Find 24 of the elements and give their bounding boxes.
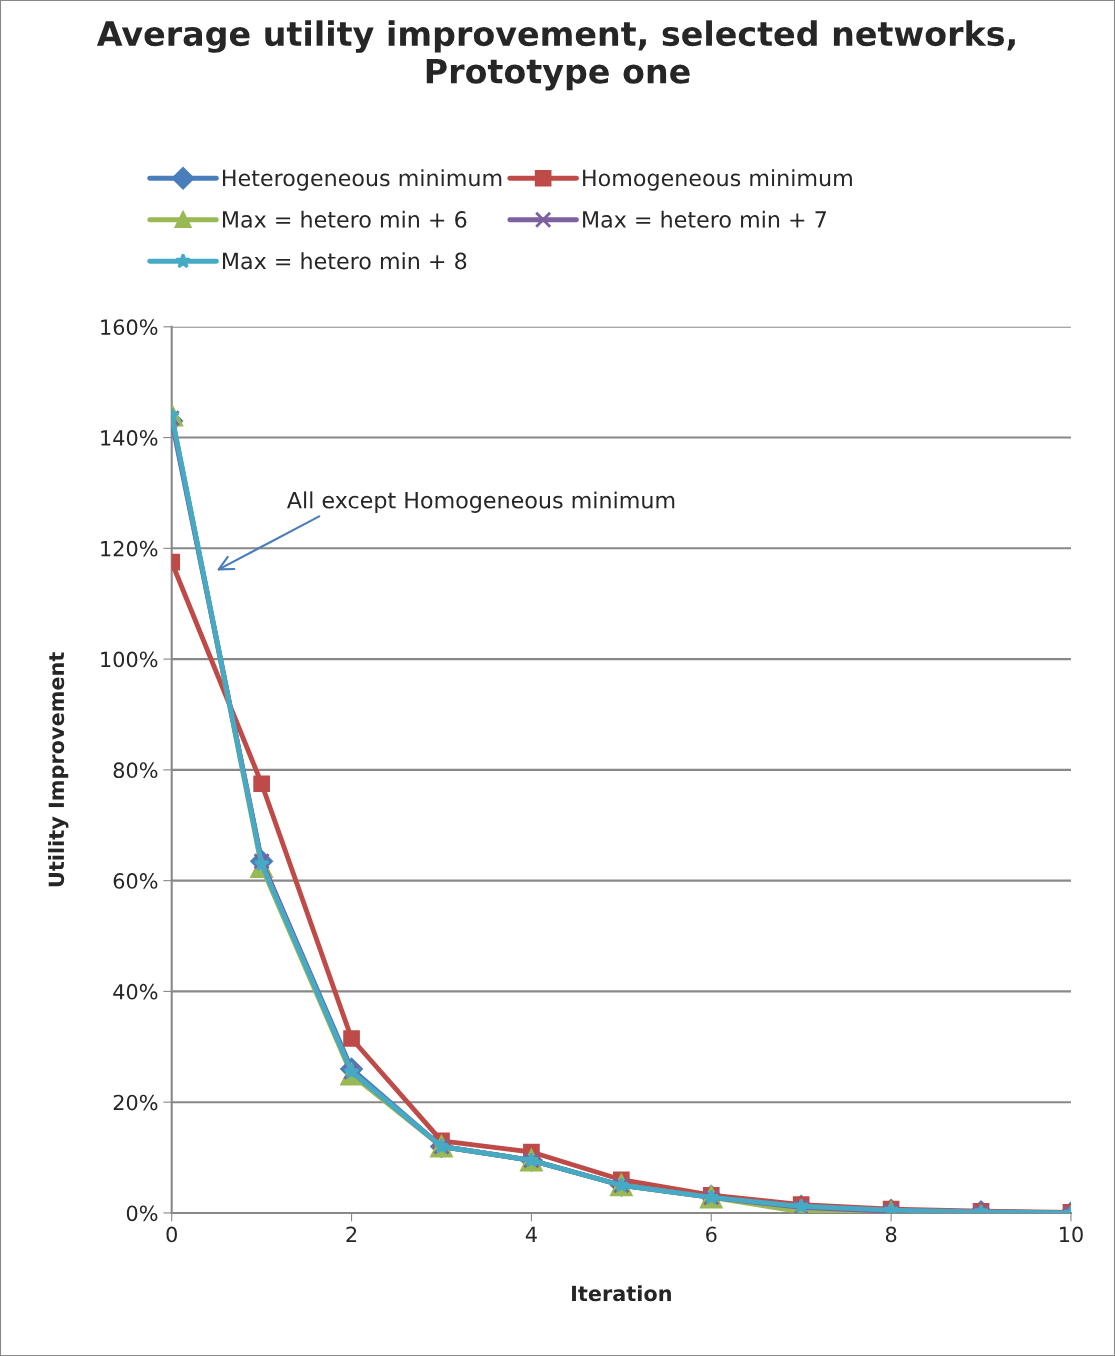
x-tick-label: 0 — [166, 1226, 177, 1243]
y-tick-label: 20% — [113, 1094, 158, 1111]
x-tick-label: 8 — [885, 1226, 897, 1243]
y-tick-label: 40% — [113, 983, 158, 1000]
x-tick-label: 2 — [346, 1226, 357, 1242]
y-tick-label: 60% — [113, 873, 158, 889]
legend-label: Homogeneous minimum — [583, 169, 852, 191]
y-tick-label: 140% — [101, 430, 158, 446]
y-tick-label: 100% — [101, 651, 158, 668]
x-tick-label: 4 — [525, 1226, 537, 1242]
legend-label: Max = hetero min + 7 — [583, 210, 826, 228]
legend-label: Heterogeneous minimum — [223, 169, 502, 191]
annotation: All except Homogeneous minimum — [286, 491, 675, 513]
y-tick-label: 120% — [101, 540, 158, 557]
legend-label: Max = hetero min + 8 — [223, 252, 467, 270]
x-axis-title: Iteration — [572, 1285, 671, 1302]
legend-label: Max = hetero min + 6 — [223, 210, 467, 228]
chart-title: Average utility improvement, selected networks, Prototype one — [96, 20, 1015, 91]
y-tick-label: 0% — [126, 1205, 158, 1222]
x-tick-label: 10 — [1059, 1226, 1083, 1243]
y-tick-label: 160% — [101, 319, 158, 336]
x-tick-label: 6 — [706, 1226, 717, 1243]
y-tick-label: 80% — [113, 762, 158, 779]
y-axis-title: Utility Improvement — [48, 652, 69, 887]
